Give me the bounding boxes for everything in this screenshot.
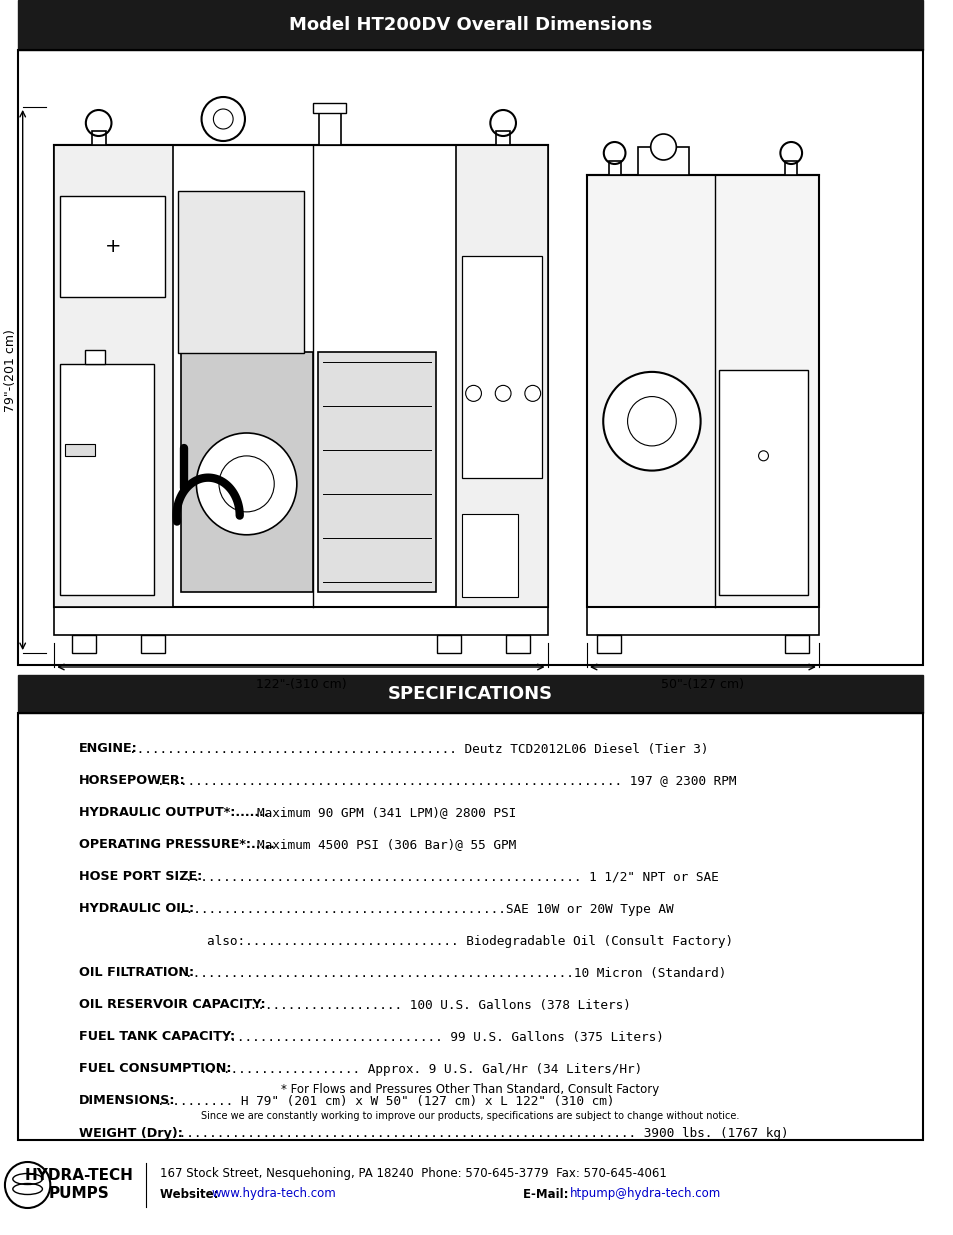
Bar [141, 635, 165, 653]
Text: +: + [105, 237, 122, 256]
Text: 122"-(310 cm): 122"-(310 cm) [255, 678, 346, 692]
Bar [436, 635, 460, 653]
Text: ..................... Approx. 9 U.S. Gal/Hr (34 Liters/Hr): ..................... Approx. 9 U.S. Gal… [199, 1062, 641, 1076]
Text: ........................................... Deutz TCD2012L06 Diesel (Tier 3): ........................................… [129, 742, 707, 756]
Bar [54, 144, 547, 606]
Text: Since we are constantly working to improve our products, specifications are subj: Since we are constantly working to impro… [201, 1112, 739, 1121]
Text: OIL RESERVOIR CAPACITY:: OIL RESERVOIR CAPACITY: [79, 999, 265, 1011]
Bar [85, 350, 105, 364]
Bar [65, 445, 94, 457]
Text: Website:: Website: [160, 1188, 222, 1200]
Bar [60, 196, 165, 298]
Text: FUEL TANK CAPACITY:: FUEL TANK CAPACITY: [79, 1030, 234, 1044]
Bar [608, 161, 619, 175]
Bar [638, 147, 688, 175]
Text: .................................................... 1 1/2" NPT or SAE: ........................................… [185, 871, 719, 883]
Text: ...........................................SAE 10W or 20W Type AW: ........................................… [178, 903, 673, 915]
Text: .......... H 79" (201 cm) x W 50" (127 cm) x L 122" (310 cm): .......... H 79" (201 cm) x W 50" (127 c… [157, 1094, 614, 1108]
Text: WEIGHT (Dry):: WEIGHT (Dry): [79, 1126, 183, 1140]
Text: ............................................................. 197 @ 2300 RPM: ........................................… [157, 774, 736, 788]
Text: ...................................................10 Micron (Standard): ........................................… [185, 967, 726, 979]
Text: DIMENSIONS:: DIMENSIONS: [79, 1094, 175, 1108]
Text: HOSE PORT SIZE:: HOSE PORT SIZE: [79, 871, 202, 883]
Circle shape [201, 98, 245, 141]
Circle shape [524, 385, 540, 401]
Bar [54, 606, 547, 635]
Bar [18, 676, 923, 713]
Bar [597, 635, 619, 653]
Text: 167 Stock Street, Nesquehoning, PA 18240  Phone: 570-645-3779  Fax: 570-645-4061: 167 Stock Street, Nesquehoning, PA 18240… [160, 1167, 666, 1181]
Bar [60, 364, 153, 595]
Text: 50"-(127 cm): 50"-(127 cm) [660, 678, 743, 692]
Bar [461, 514, 517, 597]
Text: HYDRAULIC OUTPUT*:.......: HYDRAULIC OUTPUT*:....... [79, 806, 268, 820]
Text: 79"-(201 cm): 79"-(201 cm) [4, 330, 17, 412]
Text: Maximum 90 GPM (341 LPM)@ 2800 PSI: Maximum 90 GPM (341 LPM)@ 2800 PSI [256, 806, 516, 820]
Bar [313, 103, 346, 112]
Text: HYDRAULIC OIL:: HYDRAULIC OIL: [79, 903, 193, 915]
Bar [506, 635, 529, 653]
Bar [784, 635, 808, 653]
Bar [318, 352, 436, 592]
Bar [784, 161, 797, 175]
Text: FUEL CONSUMPTION:: FUEL CONSUMPTION: [79, 1062, 232, 1076]
Circle shape [602, 372, 700, 471]
Bar [18, 713, 923, 1140]
Bar [586, 175, 818, 606]
Text: HYDRA-TECH: HYDRA-TECH [25, 1168, 133, 1183]
Text: OIL FILTRATION:: OIL FILTRATION: [79, 967, 193, 979]
Bar [18, 49, 923, 664]
Text: SPECIFICATIONS: SPECIFICATIONS [388, 685, 553, 703]
Bar [177, 191, 304, 353]
Bar [71, 635, 95, 653]
Bar [456, 144, 547, 606]
Bar [91, 131, 106, 144]
Bar [180, 352, 313, 592]
Bar [54, 144, 172, 606]
Text: OPERATING PRESSURE*:.....: OPERATING PRESSURE*:..... [79, 839, 274, 851]
Text: E-Mail:: E-Mail: [522, 1188, 572, 1200]
Text: HORSEPOWER:: HORSEPOWER: [79, 774, 186, 788]
Text: * For Flows and Pressures Other Than Standard, Consult Factory: * For Flows and Pressures Other Than Sta… [281, 1083, 659, 1097]
Bar [586, 606, 818, 635]
Circle shape [196, 433, 296, 535]
Circle shape [650, 135, 676, 161]
Text: www.hydra-tech.com: www.hydra-tech.com [211, 1188, 335, 1200]
Text: htpump@hydra-tech.com: htpump@hydra-tech.com [570, 1188, 720, 1200]
Circle shape [465, 385, 481, 401]
Bar [18, 0, 923, 49]
Text: .............................. 99 U.S. Gallons (375 Liters): .............................. 99 U.S. G… [213, 1030, 663, 1044]
Text: also:............................ Biodegradable Oil (Consult Factory): also:............................ Biodeg… [207, 935, 733, 947]
Text: ..................... 100 U.S. Gallons (378 Liters): ..................... 100 U.S. Gallons (… [242, 999, 631, 1011]
Text: Maximum 4500 PSI (306 Bar)@ 55 GPM: Maximum 4500 PSI (306 Bar)@ 55 GPM [256, 839, 516, 851]
Bar [318, 107, 340, 144]
Bar [461, 256, 541, 478]
Text: PUMPS: PUMPS [49, 1187, 110, 1202]
Text: ............................................................. 3900 lbs. (1767 kg: ........................................… [172, 1126, 788, 1140]
Text: ENGINE:: ENGINE: [79, 742, 137, 756]
Text: Model HT200DV Overall Dimensions: Model HT200DV Overall Dimensions [289, 16, 652, 35]
Bar [719, 370, 806, 595]
Circle shape [495, 385, 511, 401]
Bar [496, 131, 510, 144]
